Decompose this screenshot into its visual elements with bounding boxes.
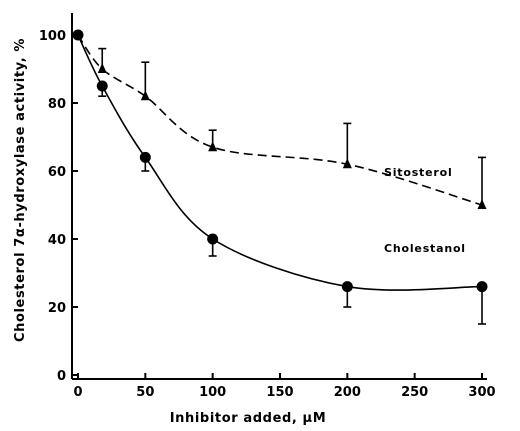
data-point-cholestanol [476,281,488,293]
x-tick-label: 0 [73,385,82,400]
error-bars [98,47,486,325]
data-point-sitosterol [97,63,107,73]
data-point-cholestanol [96,80,108,92]
x-tick-label: 50 [136,385,154,400]
y-tick-label: 0 [57,369,66,384]
x-tick-label: 200 [334,385,361,400]
data-point-cholestanol [139,151,151,163]
x-tick-label: 100 [199,385,226,400]
series-line-sitosterol [77,34,483,206]
ticks: 0 50 100 150 200 250 300 0 20 40 60 80 100 [39,29,496,400]
y-tick-label: 80 [48,97,66,112]
data-point-sitosterol [208,141,218,152]
markers [72,29,488,293]
y-tick-label: 60 [48,165,66,180]
axes [71,13,487,380]
y-axis-title: Cholesterol 7α-hydroxylase activity, % [13,38,28,342]
data-point-cholestanol [341,281,353,293]
data-point-sitosterol [477,199,487,209]
series-label-cholestanol: Cholestanol [384,242,466,255]
data-point-cholestanol [72,29,84,41]
x-tick-label: 150 [266,385,293,400]
y-tick-label: 100 [39,29,66,44]
x-tick-label: 300 [468,385,495,400]
data-point-sitosterol [342,158,352,169]
x-axis-title: Inhibitor added, μM [170,411,327,426]
y-tick-label: 40 [48,233,66,248]
series-label-sitosterol: Sitosterol [384,166,453,179]
data-point-cholestanol [207,233,219,245]
y-tick-label: 20 [48,301,66,316]
data-point-sitosterol [140,90,150,101]
x-tick-label: 250 [401,385,428,400]
